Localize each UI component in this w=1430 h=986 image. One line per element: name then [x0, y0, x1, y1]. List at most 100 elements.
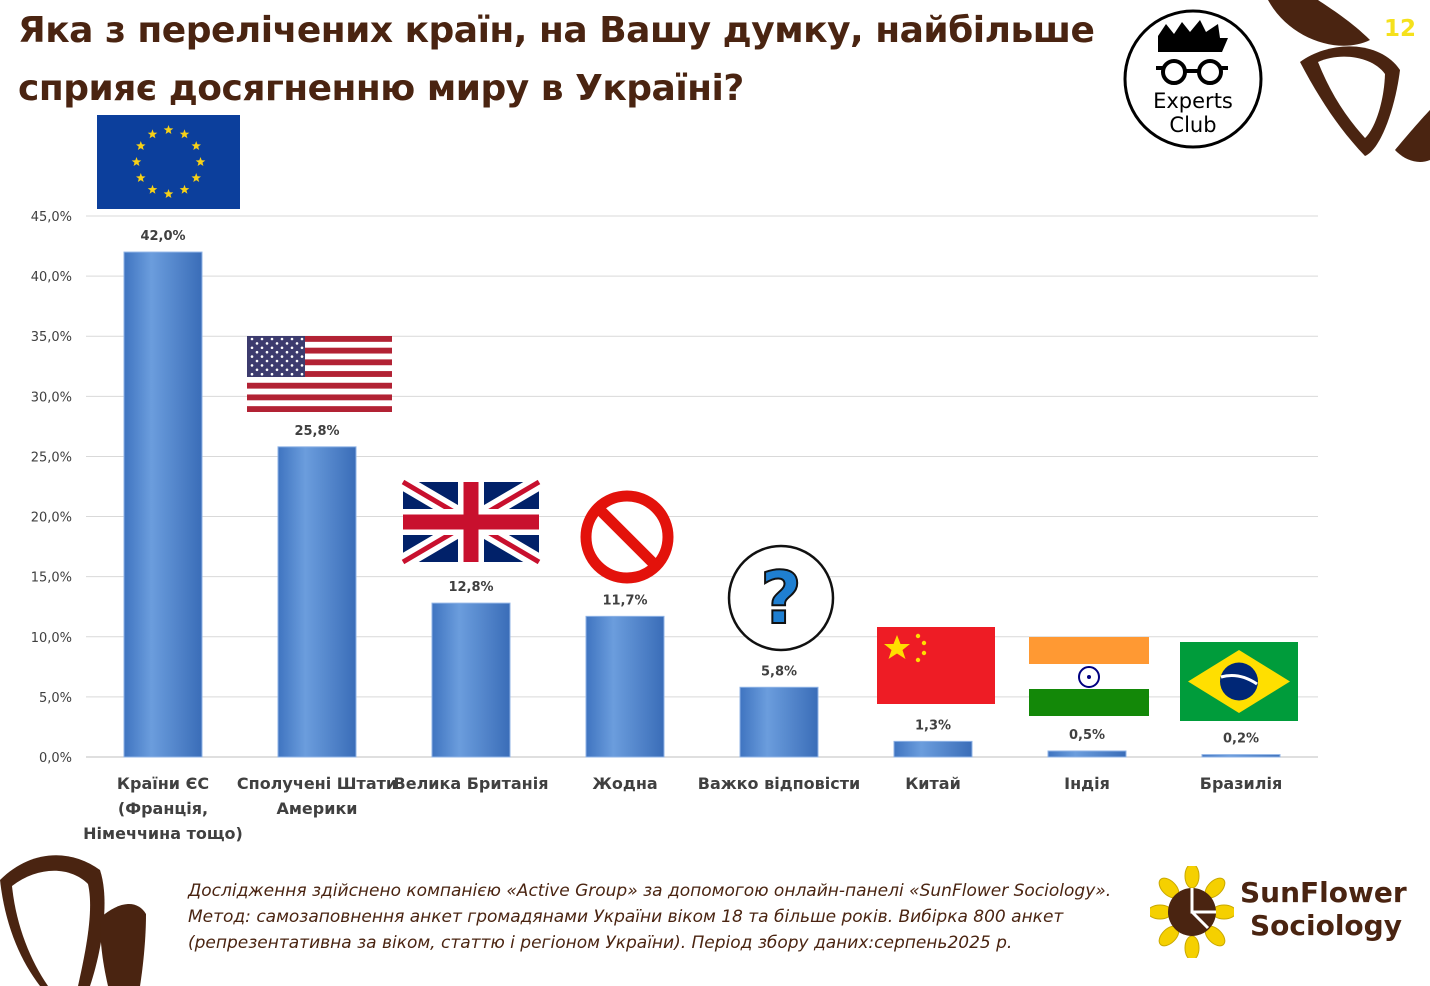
y-tick-label: 45,0%	[31, 210, 72, 225]
bar	[1047, 750, 1127, 758]
us-star	[300, 364, 304, 367]
us-star	[295, 350, 299, 354]
category-labels: Країни ЄС (Франція, Німеччина тощо) Сполуче…	[83, 774, 1282, 843]
experts-logo-line2: Club	[1169, 113, 1216, 137]
eu-star	[136, 173, 146, 182]
y-tick-label: 10,0%	[31, 631, 72, 646]
us-star	[270, 364, 274, 367]
us-star	[285, 368, 289, 372]
eu-star	[147, 129, 158, 139]
brand-line2: Sociology	[1250, 909, 1402, 942]
eu-star	[195, 157, 206, 166]
data-label: 12,8%	[448, 580, 493, 595]
category-label: Німеччина тощо)	[83, 824, 243, 843]
brand-name: SunFlower Sociology	[1240, 876, 1407, 942]
experts-club-logo: Experts Club	[1123, 9, 1263, 149]
category-label: Важко відповісти	[698, 774, 861, 793]
us-star	[265, 350, 269, 354]
page-title: Яка з перелічених країн, на Вашу думку, …	[18, 10, 1095, 109]
experts-logo-line1: Experts	[1153, 89, 1233, 113]
sunflower-icon	[1150, 866, 1234, 958]
us-star	[255, 342, 259, 345]
bar	[431, 602, 511, 758]
us-star	[260, 346, 264, 350]
category-label: Америки	[276, 799, 357, 818]
methodology-footnote: Дослідження здійснено компанією «Active …	[188, 881, 1112, 953]
us-star	[290, 355, 294, 358]
us-star	[250, 337, 254, 341]
us-stripe	[247, 336, 392, 342]
category-icons: ?	[97, 115, 1298, 721]
us-star	[280, 337, 284, 341]
us-star	[300, 346, 304, 350]
y-tick-label: 5,0%	[39, 691, 72, 706]
prohibited-icon	[580, 490, 674, 584]
y-tick-label: 15,0%	[31, 571, 72, 586]
y-tick-label: 30,0%	[31, 390, 72, 405]
us-star	[280, 364, 284, 367]
us-star	[290, 364, 294, 367]
bar	[277, 446, 357, 758]
question-mark-icon: ?	[727, 544, 835, 652]
us-star	[280, 346, 284, 350]
us-star	[290, 346, 294, 350]
bars	[123, 251, 1281, 758]
us-star	[295, 368, 299, 372]
us-star	[280, 355, 284, 358]
data-label: 0,2%	[1223, 732, 1259, 747]
y-tick-label: 25,0%	[31, 450, 72, 465]
us-star	[255, 359, 259, 363]
us-star	[295, 342, 299, 345]
us-star	[275, 368, 279, 372]
us-stripe	[247, 394, 392, 401]
us-star	[255, 368, 259, 372]
data-label: 1,3%	[915, 718, 951, 733]
data-label: 11,7%	[602, 593, 647, 608]
us-star	[260, 364, 264, 367]
bar	[893, 740, 973, 758]
us-star	[265, 359, 269, 363]
bar	[585, 615, 665, 758]
us-star	[250, 346, 254, 350]
data-labels: 42,0% 25,8% 12,8% 11,7% 5,8% 1,3% 0,5% 0,2%	[140, 229, 1259, 747]
us-star	[260, 337, 264, 341]
us-star	[250, 364, 254, 367]
category-label: Жодна	[592, 774, 657, 793]
page-number: 12	[1384, 16, 1417, 42]
category-label: Індія	[1064, 774, 1110, 793]
us-star	[250, 355, 254, 358]
us-star	[270, 337, 274, 341]
us-star	[295, 359, 299, 363]
us-star	[260, 355, 264, 358]
us-star	[250, 372, 254, 376]
us-star	[275, 359, 279, 363]
svg-text:?: ?	[760, 556, 802, 640]
us-stripe	[247, 406, 392, 412]
us-star	[285, 342, 289, 345]
bar	[739, 686, 819, 758]
us-star	[280, 372, 284, 376]
us-star	[270, 372, 274, 376]
eu-star	[191, 141, 201, 150]
us-star	[265, 342, 269, 345]
y-tick-label: 40,0%	[31, 270, 72, 285]
category-label: Сполучені Штати	[237, 774, 397, 793]
us-star	[275, 350, 279, 354]
us-star	[300, 355, 304, 358]
eu-star	[163, 189, 174, 198]
usa-flag-icon	[247, 336, 392, 412]
eu-star	[191, 173, 201, 182]
eu-star	[179, 129, 190, 139]
category-label: Велика Британія	[394, 774, 549, 793]
data-label: 5,8%	[761, 664, 797, 679]
us-star	[270, 346, 274, 350]
us-star	[265, 368, 269, 372]
y-tick-label: 20,0%	[31, 511, 72, 526]
us-stripe	[247, 371, 392, 377]
y-tick-label: 35,0%	[31, 330, 72, 345]
india-flag-icon	[1029, 637, 1149, 716]
china-flag-icon	[877, 627, 995, 704]
us-star	[255, 350, 259, 354]
us-star	[285, 359, 289, 363]
